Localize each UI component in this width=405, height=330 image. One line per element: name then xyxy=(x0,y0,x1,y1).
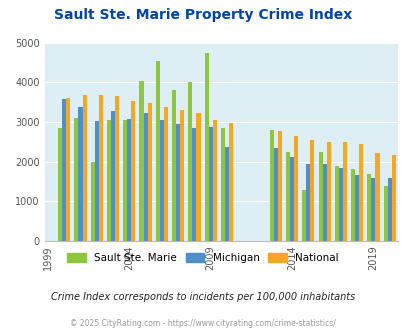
Bar xyxy=(367,174,371,241)
Bar xyxy=(78,108,82,241)
Bar xyxy=(375,152,379,241)
Bar xyxy=(192,128,196,241)
Bar xyxy=(322,164,326,241)
Bar xyxy=(338,168,342,241)
Bar xyxy=(147,103,151,241)
Bar xyxy=(66,98,70,241)
Bar xyxy=(208,127,212,241)
Bar xyxy=(127,119,131,241)
Bar xyxy=(318,152,322,241)
Bar xyxy=(383,186,387,241)
Bar xyxy=(188,82,192,241)
Bar xyxy=(358,144,362,241)
Bar xyxy=(107,120,111,241)
Bar xyxy=(82,95,86,241)
Bar xyxy=(371,178,375,241)
Bar xyxy=(289,157,293,241)
Bar xyxy=(74,118,78,241)
Bar xyxy=(131,101,135,241)
Bar xyxy=(334,166,338,241)
Bar xyxy=(285,152,289,241)
Bar xyxy=(156,61,160,241)
Bar xyxy=(98,95,102,241)
Bar xyxy=(293,136,297,241)
Bar xyxy=(326,142,330,241)
Bar xyxy=(94,121,98,241)
Bar xyxy=(301,190,305,241)
Bar xyxy=(62,99,66,241)
Bar xyxy=(342,142,346,241)
Bar xyxy=(212,120,216,241)
Bar xyxy=(350,169,354,241)
Bar xyxy=(160,120,164,241)
Text: Sault Ste. Marie Property Crime Index: Sault Ste. Marie Property Crime Index xyxy=(54,8,351,22)
Bar xyxy=(305,164,310,241)
Bar xyxy=(172,90,176,241)
Bar xyxy=(111,111,115,241)
Bar xyxy=(164,107,168,241)
Bar xyxy=(176,124,180,241)
Bar xyxy=(273,148,277,241)
Bar xyxy=(224,147,228,241)
Text: © 2025 CityRating.com - https://www.cityrating.com/crime-statistics/: © 2025 CityRating.com - https://www.city… xyxy=(70,319,335,328)
Bar xyxy=(196,113,200,241)
Bar xyxy=(220,128,224,241)
Bar xyxy=(123,120,127,241)
Bar xyxy=(387,178,391,241)
Legend: Sault Ste. Marie, Michigan, National: Sault Ste. Marie, Michigan, National xyxy=(63,248,342,267)
Bar xyxy=(139,81,143,241)
Bar xyxy=(228,123,232,241)
Bar xyxy=(115,96,119,241)
Bar xyxy=(90,162,94,241)
Bar xyxy=(143,113,147,241)
Bar xyxy=(310,140,314,241)
Bar xyxy=(180,110,184,241)
Bar xyxy=(204,53,208,241)
Text: Crime Index corresponds to incidents per 100,000 inhabitants: Crime Index corresponds to incidents per… xyxy=(51,292,354,302)
Bar xyxy=(269,130,273,241)
Bar xyxy=(277,131,281,241)
Bar xyxy=(354,175,358,241)
Bar xyxy=(391,155,395,241)
Bar xyxy=(58,128,62,241)
